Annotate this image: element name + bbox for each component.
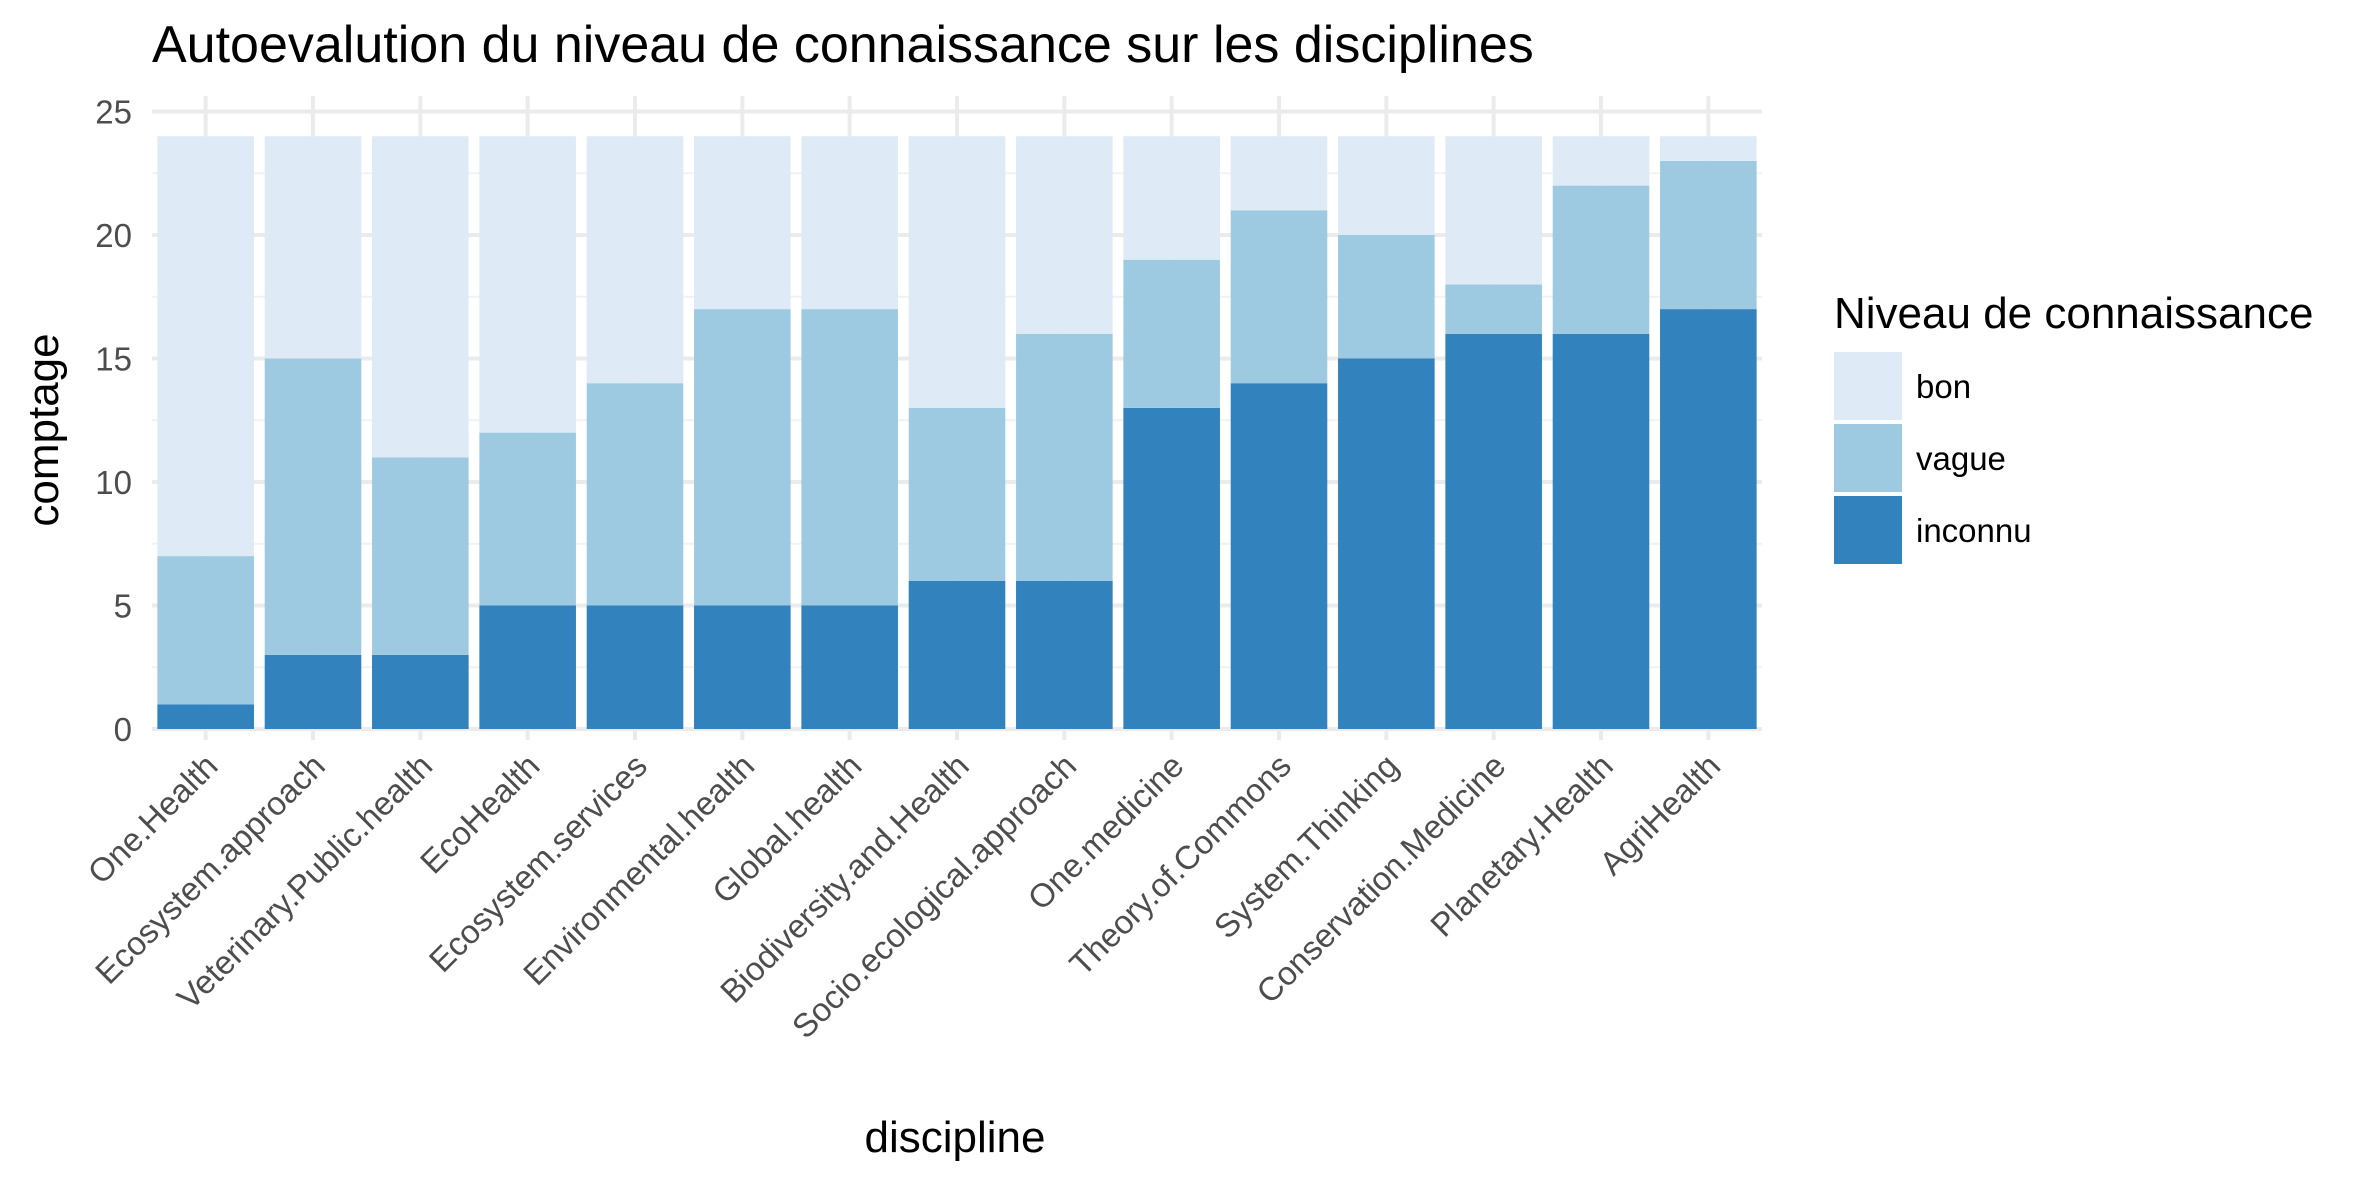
bar-segment-inconnu [694, 605, 791, 729]
x-axis-ticks: One.HealthEcosystem.approachVeterinary.P… [80, 747, 1727, 1046]
x-tick-label: Planetary.Health [1423, 747, 1620, 944]
bar-segment-bon [694, 136, 791, 310]
bar-segment-bon [801, 136, 898, 310]
bar-segment-bon [264, 136, 362, 359]
bar-segment-inconnu [157, 704, 254, 729]
bar-segment-inconnu [1230, 383, 1328, 729]
bar-segment-inconnu [1016, 580, 1113, 729]
bar-segment-vague [479, 432, 576, 606]
bar-segment-vague [1445, 284, 1542, 334]
bar-segment-inconnu [801, 605, 898, 729]
bar-segment-bon [372, 136, 469, 458]
y-tick-label: 25 [95, 94, 132, 131]
bar-segment-inconnu [586, 605, 684, 729]
y-tick-label: 5 [114, 588, 132, 625]
bar-segment-bon [586, 136, 684, 384]
legend-label-inconnu: inconnu [1916, 512, 2032, 549]
bar-segment-inconnu [1445, 333, 1542, 729]
legend-label-bon: bon [1916, 368, 1971, 405]
bar-segment-vague [1123, 259, 1220, 408]
legend-swatch-inconnu [1834, 496, 1902, 564]
bar-segment-inconnu [479, 605, 576, 729]
bar-segment-bon [1123, 136, 1220, 260]
bar-segment-inconnu [372, 654, 469, 729]
bar-segment-vague [908, 407, 1006, 581]
bar-segment-bon [908, 136, 1006, 408]
x-tick-label: System.Thinking [1207, 747, 1406, 946]
y-tick-label: 0 [114, 711, 132, 748]
chart-title: Autoevalution du niveau de connaissance … [152, 16, 1534, 74]
bar-segment-vague [1016, 333, 1113, 581]
bar-segment-vague [1338, 235, 1435, 359]
bar-segment-bon [157, 136, 254, 557]
bar-segment-inconnu [908, 580, 1006, 729]
bar-segment-vague [157, 556, 254, 705]
bar-segment-vague [1230, 210, 1328, 384]
y-axis-title: comptage [19, 333, 68, 526]
bar-segment-bon [1230, 136, 1328, 211]
legend-swatch-vague [1834, 424, 1902, 492]
bar-segment-bon [1552, 136, 1650, 186]
bar-segment-bon [479, 136, 576, 433]
y-axis-ticks: 0 5 10 15 20 25 [95, 94, 132, 749]
bar-segment-inconnu [1552, 333, 1650, 729]
y-tick-label: 20 [95, 217, 132, 254]
legend-title: Niveau de connaissance [1834, 289, 2313, 338]
bar-segment-bon [1338, 136, 1435, 235]
bar-segment-bon [1445, 136, 1542, 285]
bar-segment-vague [694, 309, 791, 606]
bar-segment-inconnu [1338, 358, 1435, 729]
bar-segment-vague [1552, 185, 1650, 334]
legend: Niveau de connaissance bon vague inconnu [1834, 289, 2313, 564]
bar-segment-vague [372, 457, 469, 655]
bars [157, 136, 1757, 729]
bar-segment-vague [264, 358, 362, 655]
bar-segment-inconnu [1660, 309, 1757, 729]
y-tick-label: 10 [95, 464, 132, 501]
bar-segment-vague [801, 309, 898, 606]
legend-label-vague: vague [1916, 440, 2006, 477]
x-axis-title: discipline [865, 1113, 1046, 1162]
legend-swatch-bon [1834, 352, 1902, 420]
bar-segment-inconnu [1123, 407, 1220, 729]
bar-segment-bon [1660, 136, 1757, 161]
bar-segment-vague [586, 383, 684, 606]
bar-segment-bon [1016, 136, 1113, 334]
bar-segment-inconnu [264, 654, 362, 729]
y-tick-label: 15 [95, 341, 132, 378]
bar-segment-vague [1660, 160, 1757, 310]
